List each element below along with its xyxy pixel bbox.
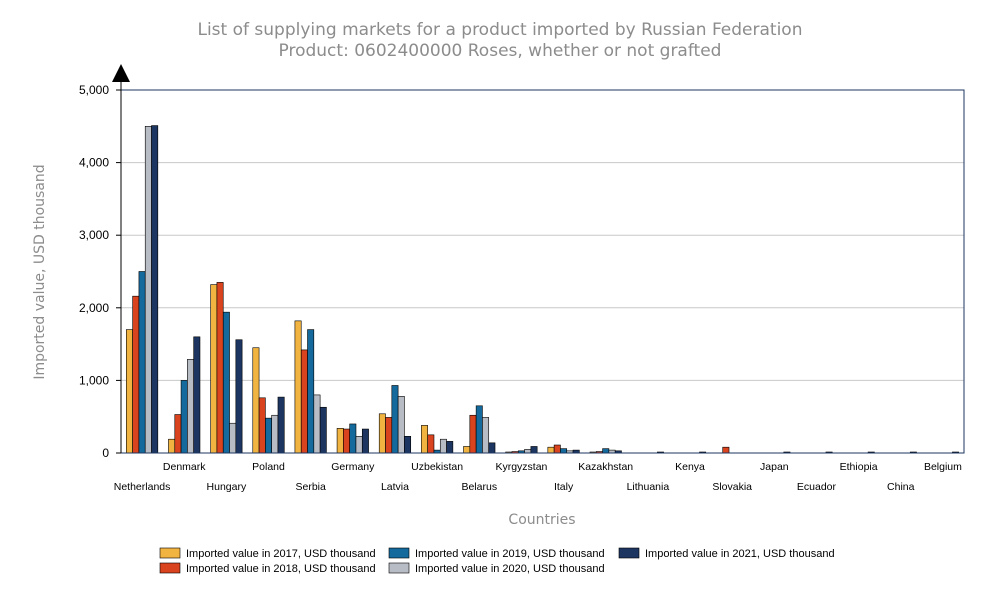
bar [151,125,159,454]
legend-swatch [159,562,181,574]
bar [397,396,405,454]
y-axis-ticks: 0 1,000 2,000 3,000 4,000 5,000 [79,83,121,460]
x-tick-label: Kenya [675,461,705,473]
x-tick-label: Denmark [163,461,206,473]
bar [355,435,363,454]
chart-subtitle: Product: 0602400000 Roses, whether or no… [279,41,722,61]
legend-label: Imported value in 2021, USD thousand [645,548,835,560]
bar [193,336,201,454]
x-tick-label: Poland [252,461,285,473]
legend-label: Imported value in 2019, USD thousand [415,548,605,560]
bar [336,428,344,454]
x-tick-label: Japan [760,461,789,473]
bar [258,397,266,454]
x-tick-label: Lithuania [627,481,670,493]
bar [722,446,730,454]
x-tick-label: Belgium [924,461,962,473]
plot-area-frame [120,89,965,454]
bar [313,394,321,454]
bar [602,448,610,454]
bar [138,271,146,454]
bar [475,405,483,454]
legend-swatch [159,547,181,559]
bar [229,422,237,454]
bar [349,423,357,454]
bar [307,329,315,454]
x-tick-label: China [887,481,915,493]
bar [132,295,140,454]
x-tick-label: Italy [554,481,574,493]
x-tick-label: Slovakia [712,481,752,493]
y-tick-label: 1,000 [79,373,109,387]
y-axis-arrow-icon [112,64,130,82]
bar [469,414,477,454]
legend-label: Imported value in 2020, USD thousand [415,563,605,575]
bar [210,284,218,454]
bar [446,441,454,454]
y-tick-label: 2,000 [79,301,109,315]
x-tick-label: Netherlands [114,481,171,493]
bar [168,438,176,454]
bar [488,442,496,454]
legend-label: Imported value in 2018, USD thousand [186,563,376,575]
bar [294,320,302,454]
bar [174,414,182,454]
legend-swatch [618,547,640,559]
bar [319,406,327,454]
bar [144,126,152,454]
x-tick-label: Ecuador [797,481,837,493]
chart-title: List of supplying markets for a product … [197,20,802,40]
bar [553,444,561,454]
bar [187,359,194,454]
x-tick-label: Uzbekistan [411,461,463,473]
bar [252,347,260,454]
bar [404,435,412,454]
x-tick-label: Latvia [381,481,409,493]
bar [343,428,350,454]
x-tick-label: Kyrgyzstan [495,461,547,473]
bar [524,449,532,454]
bar [421,425,428,454]
bar [300,349,308,454]
x-tick-label: Ethiopia [840,461,878,473]
bar [439,438,447,454]
bar [265,417,272,454]
y-axis-title: Imported value, USD thousand [32,164,48,379]
x-tick-label: Kazakhstan [578,461,633,473]
bar [180,380,188,454]
x-tick-label: Germany [331,461,375,473]
bar [547,446,555,454]
bar [463,446,471,454]
bar [271,414,279,454]
legend-label: Imported value in 2017, USD thousand [186,548,376,560]
bars [126,125,959,454]
bar [222,311,230,454]
y-tick-label: 5,000 [79,83,109,97]
x-axis-title: Countries [508,512,575,528]
bar [361,428,369,454]
bar [530,446,538,454]
x-tick-label: Serbia [295,481,326,493]
bar [216,282,224,454]
legend-swatch [388,547,410,559]
bar [277,396,285,454]
gridlines [121,162,964,381]
bar [427,434,435,454]
bar [235,339,243,454]
bar [391,385,399,454]
bar [378,413,386,454]
legend-swatch [388,562,410,574]
legend: Imported value in 2017, USD thousand Impo… [159,547,835,575]
y-tick-label: 0 [102,446,109,460]
x-tick-label: Hungary [207,481,247,493]
bar [126,329,133,454]
y-tick-label: 4,000 [79,156,109,170]
bar [385,417,393,454]
bar [560,448,568,454]
bar [482,417,490,454]
x-tick-label: Belarus [461,481,497,493]
y-tick-label: 3,000 [79,228,109,242]
